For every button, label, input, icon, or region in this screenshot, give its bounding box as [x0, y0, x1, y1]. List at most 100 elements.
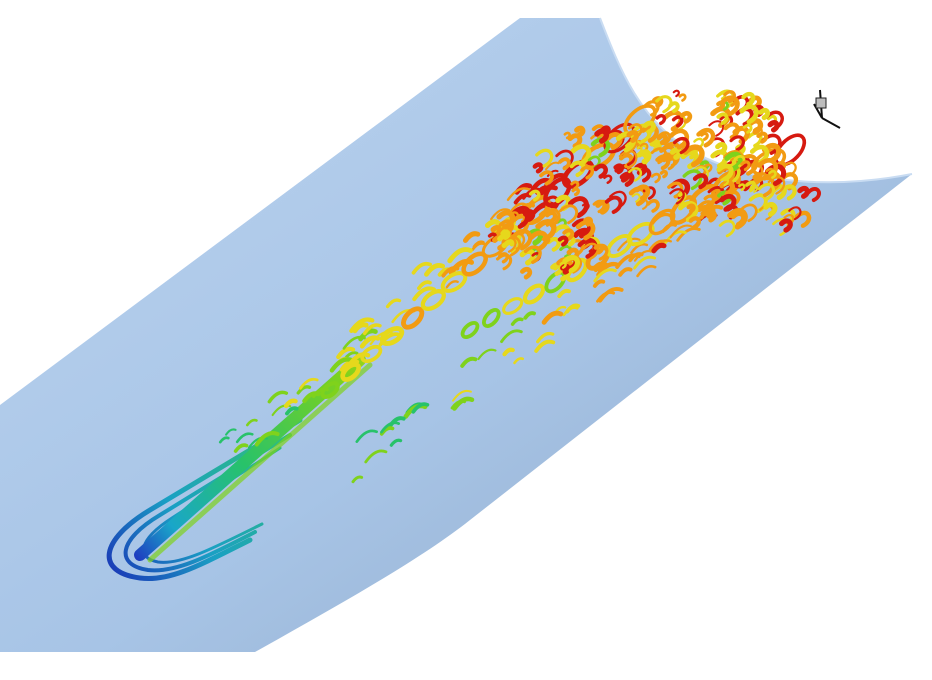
turbulent-blob: [619, 171, 635, 187]
outer-leg-streak: [351, 475, 364, 484]
outer-leg-streak: [596, 291, 616, 303]
turbulent-blob: [618, 150, 638, 170]
turbulent-blob: [613, 163, 624, 175]
turbulent-blob: [490, 225, 503, 238]
turbulent-blob: [739, 104, 759, 125]
outer-leg-streak: [636, 265, 657, 278]
outer-leg-streak: [389, 438, 403, 447]
helical-ring-right: [482, 308, 501, 329]
turbulent-blob: [637, 198, 649, 210]
turbulent-blob: [558, 157, 571, 171]
turbulent-blob: [496, 210, 516, 230]
turbulent-blob: [671, 115, 684, 128]
turbulent-blob: [678, 93, 687, 102]
helical-ring-left: [379, 326, 405, 346]
turbulent-blob: [508, 232, 526, 251]
outer-leg-streak: [545, 161, 560, 171]
outer-leg-streak: [633, 249, 654, 262]
turbulent-blob: [592, 199, 606, 214]
outer-leg-streak: [502, 347, 515, 357]
turbulent-blob: [535, 148, 554, 168]
turbulent-blob: [538, 208, 556, 227]
turbulent-blob: [590, 137, 611, 158]
turbulent-blob: [767, 176, 786, 195]
turbulent-blob: [723, 90, 736, 104]
outer-leg-streak: [460, 356, 478, 368]
outer-leg-streak: [592, 279, 606, 288]
turbulent-blob: [626, 130, 639, 143]
outer-leg-streak: [302, 391, 321, 404]
turbulent-blob: [631, 193, 641, 203]
turbulent-blob: [593, 163, 608, 179]
horseshoe-mid: [123, 433, 292, 573]
outer-leg-streak: [385, 298, 402, 309]
outer-leg-streak: [285, 406, 299, 416]
turbulent-blob: [727, 208, 748, 230]
outer-leg-streak: [254, 431, 280, 447]
outer-leg-streak: [336, 346, 356, 360]
turbulent-blob: [739, 203, 758, 223]
turbulent-blob: [568, 196, 589, 219]
outer-leg-streak: [347, 352, 371, 367]
outer-leg-streak: [342, 335, 366, 350]
outer-leg-streak: [417, 280, 432, 291]
turbulent-blob: [558, 204, 579, 225]
turbulent-blob: [643, 100, 660, 117]
turbulent-blob: [768, 169, 777, 179]
turbulent-blob: [679, 111, 693, 124]
outer-leg-streak: [523, 311, 536, 320]
turbulent-blob: [703, 194, 716, 207]
outer-leg-streak: [218, 436, 230, 444]
turbulent-blob: [672, 89, 680, 98]
horseshoe-vortex: [106, 417, 303, 582]
outer-leg-streak: [536, 331, 555, 344]
turbulent-blob: [668, 128, 690, 150]
turbulent-blob: [501, 236, 517, 253]
turbulent-blob: [559, 244, 573, 259]
turbulent-blob: [686, 203, 696, 214]
helical-ring-left: [320, 381, 340, 399]
turbulent-blob: [752, 126, 763, 137]
turbulent-blob: [718, 219, 736, 238]
xyz-axes-icon: [813, 89, 841, 129]
outer-leg-streak: [546, 169, 559, 178]
turbulent-blob: [541, 235, 551, 245]
helical-ring-left: [360, 344, 383, 364]
turbulent-blob: [562, 254, 580, 274]
outer-leg-streak: [593, 268, 617, 283]
turbulent-blob: [563, 131, 571, 140]
outer-leg-streak: [651, 242, 667, 254]
turbulent-blob: [778, 218, 793, 233]
outer-leg-streak: [362, 323, 382, 336]
outer-leg-streak: [445, 280, 459, 289]
outer-leg-streak: [364, 449, 388, 464]
turbulent-blob: [615, 131, 637, 153]
turbulent-blob: [758, 204, 774, 221]
turbulent-blob: [656, 133, 669, 146]
turbulent-blob: [701, 204, 716, 219]
horseshoe-inner: [142, 446, 282, 564]
outer-leg-streak: [296, 385, 312, 395]
turbulent-blob: [688, 216, 701, 229]
outer-leg-streak: [245, 418, 258, 427]
turbulent-blob: [669, 147, 682, 160]
turbulent-blob: [669, 188, 685, 205]
outer-leg-streak: [352, 322, 369, 334]
turbulent-blob: [580, 165, 595, 180]
outer-leg-streak: [451, 389, 472, 402]
turbulent-blob: [700, 131, 709, 141]
outer-leg-streak: [299, 377, 319, 390]
outer-leg-streak: [509, 202, 527, 213]
helical-ring-left: [340, 362, 362, 382]
outer-leg-streak: [557, 288, 571, 299]
turbulent-blob: [641, 124, 659, 143]
outer-leg-streak: [707, 177, 720, 186]
turbulent-blob: [672, 136, 690, 155]
outer-leg-streak: [411, 261, 432, 275]
outer-leg-streak: [233, 443, 249, 453]
turbulent-blob: [692, 173, 709, 190]
turbulent-blob: [710, 149, 729, 169]
turbulent-blob: [752, 173, 763, 184]
